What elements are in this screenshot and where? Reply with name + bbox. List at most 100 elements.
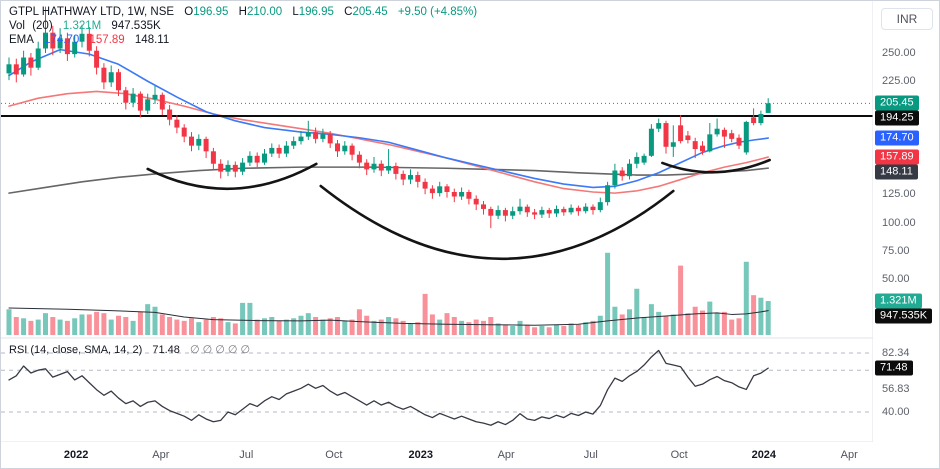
candle-body (393, 166, 399, 174)
volume-bar (262, 318, 267, 335)
low-label: L (292, 6, 299, 18)
volume-bar (488, 317, 494, 335)
volume-bar (43, 313, 48, 335)
volume-bar (597, 315, 603, 335)
volume-bar (634, 288, 640, 335)
time-axis-label: Apr (497, 449, 515, 461)
axis-tick-label: 225.00 (882, 75, 916, 88)
candle-body (510, 211, 516, 216)
volume-bar (678, 265, 684, 335)
volume-bar (240, 302, 246, 335)
candle-body (137, 93, 143, 111)
candle-body (554, 208, 559, 214)
volume-bar (320, 319, 326, 335)
candle-body (619, 170, 625, 177)
volume-bar (612, 306, 618, 335)
volume-bar (371, 320, 377, 335)
candle-body (50, 32, 56, 49)
candle-body (714, 128, 720, 135)
candle-body (43, 32, 48, 49)
time-axis-label: Oct (325, 449, 343, 461)
ema-value-2: 157.89 (89, 34, 125, 46)
ema-legend-row[interactable]: EMA 174.70 157.89 148.11 (9, 34, 169, 46)
candle-body (429, 188, 435, 194)
volume-bar (568, 323, 574, 335)
volume-bar (510, 326, 516, 335)
time-axis[interactable]: 2022 Apr Jul Oct 2023 Apr Jul Oct 2024 Apr (1, 442, 939, 468)
volume-bar (6, 309, 12, 335)
volume-legend-row[interactable]: Vol (20) 1.321M 947.535K (9, 20, 161, 32)
candle-body (167, 109, 173, 120)
candle-body (94, 50, 100, 68)
volume-bar (364, 315, 370, 335)
axis-tick-label: 125.00 (882, 188, 916, 201)
price-axis[interactable]: INR 250.00 225.00 125.00 100.00 75.00 50.00 82… (873, 1, 939, 468)
candle-body (349, 145, 355, 155)
volume-bar (86, 314, 92, 335)
symbol-legend-row[interactable]: GTPL HATHWAY LTD, 1W, NSE O196.95 H210.0… (9, 6, 477, 18)
candle-body (729, 133, 735, 139)
candle-body (313, 132, 319, 139)
candle-body (751, 117, 757, 124)
volume-bar (189, 318, 194, 335)
volume-bar (349, 319, 355, 335)
candle-body (57, 38, 63, 49)
close-value: 205.45 (352, 6, 388, 18)
candle-body (539, 210, 545, 215)
volume-bar (575, 324, 581, 335)
candle-body (444, 186, 450, 192)
volume-bar (167, 317, 173, 335)
arc-annotation (661, 158, 771, 174)
volume-ma-line (8, 307, 769, 326)
volume-bar (94, 311, 100, 335)
volume-bar (685, 313, 691, 335)
volume-bar (13, 317, 19, 335)
volume-bar (123, 317, 129, 335)
volume-bar (707, 301, 713, 335)
volume-bar (714, 313, 720, 335)
currency-button[interactable]: INR (881, 8, 933, 30)
volume-bar (765, 301, 771, 335)
volume-bar (743, 261, 749, 335)
volume-bar (546, 327, 552, 335)
volume-bar (64, 320, 70, 335)
volume-bar (429, 314, 435, 335)
volume-bar (466, 322, 472, 335)
candle-body (378, 163, 384, 171)
volume-bar (473, 319, 479, 335)
ema-gray-line (8, 166, 770, 194)
volume-bar (283, 319, 289, 335)
candle-body (196, 138, 202, 146)
volume-bar (101, 313, 107, 335)
candle-body (371, 163, 377, 170)
high-value: 210.00 (246, 6, 283, 18)
volume-bar (751, 295, 757, 335)
ema-red-line (8, 90, 770, 194)
candle-body (627, 163, 632, 177)
candle-body (291, 141, 297, 146)
volume-bar (50, 317, 56, 335)
candle-body (72, 41, 78, 55)
candle-body (13, 64, 19, 75)
volume-bar (210, 317, 216, 335)
candle-body (181, 127, 187, 137)
rsi-legend-row[interactable]: RSI (14, close, SMA, 14, 2) 71.48 ∅ ∅ ∅ … (9, 343, 250, 356)
volume-bar (692, 306, 698, 335)
volume-bar (291, 318, 297, 335)
candle-body (422, 181, 428, 189)
candle-body (247, 155, 253, 163)
candle-body (101, 67, 107, 83)
candle-body (159, 94, 165, 110)
time-axis-label: 2024 (751, 449, 777, 461)
price-badge: 71.48 (875, 360, 913, 376)
volume-bar (254, 319, 260, 335)
candle-body (517, 206, 523, 212)
volume-label: Vol (9, 20, 25, 32)
volume-bar (72, 318, 78, 335)
axis-tick-label: 75.00 (882, 244, 910, 257)
candle-body (130, 93, 136, 103)
candle-body (145, 99, 151, 111)
time-axis-label: Jul (583, 449, 598, 461)
volume-bar (313, 317, 319, 335)
